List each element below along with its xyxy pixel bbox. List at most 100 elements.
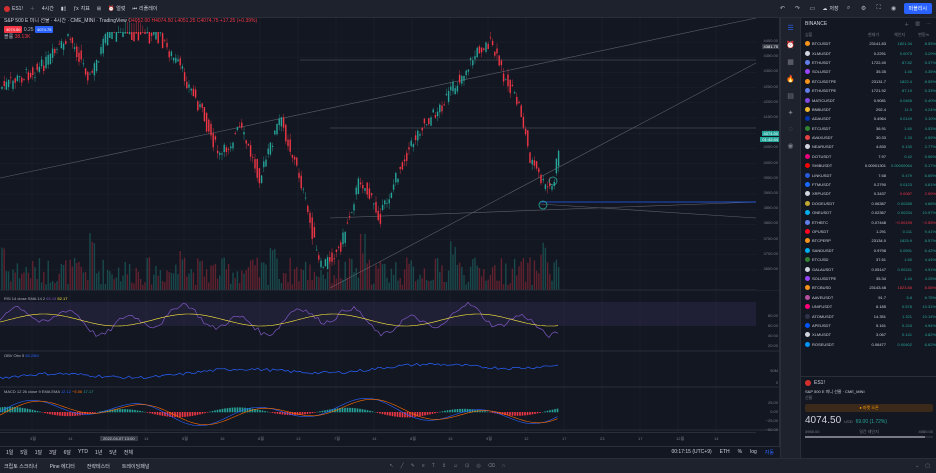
col-last[interactable]: 현재가 <box>867 31 879 37</box>
chart-area[interactable]: S&P 500 E 미니 선물 · 4시간 · CME_MINI · Tradi… <box>0 18 780 446</box>
watchlist-row[interactable]: BNBUSDT 292.4 11.9 4.24% <box>801 105 936 114</box>
range-button[interactable]: 1년 <box>94 450 103 456</box>
watchlist-row[interactable]: BTCUSDTPE 23131.7 1822.4 8.55% <box>801 77 936 86</box>
watchlist-icon[interactable]: ☰ <box>787 25 794 32</box>
redo-icon[interactable]: ↷ <box>794 6 800 12</box>
watchlist-row[interactable]: ROSEUSDT 0.06477 0.00402 6.62% <box>801 340 936 349</box>
layout-icon[interactable]: ▥ <box>915 20 920 27</box>
panel-tab[interactable]: 크립토 스크리너 <box>4 463 38 470</box>
watchlist-row[interactable]: BTCPERP 23134.0 1825.9 8.57% <box>801 236 936 245</box>
currency-toggle[interactable]: ETH <box>719 449 730 455</box>
range-button[interactable]: YTD <box>77 449 88 455</box>
watchlist-row[interactable]: LINKUSDT 7.68 0.479 6.65% <box>801 170 936 179</box>
calendar-icon[interactable]: ▤ <box>787 93 794 100</box>
text-icon[interactable]: T <box>431 463 435 469</box>
save-button[interactable]: ☁ 저장 <box>822 5 838 13</box>
watchlist-row[interactable]: ETHUSDTPE 1721.92 87.19 5.33% <box>801 86 936 95</box>
price-axis[interactable]: 4400.00 4350.00 4300.00 4250.00 4200.00 4150.… <box>756 18 779 290</box>
watchlist-row[interactable]: MATICUSDT 0.9081 0.0465 5.40% <box>801 95 936 104</box>
gear-icon[interactable]: ⚙ <box>860 6 867 12</box>
watchlist-row[interactable]: GALAUSDT 0.05147 0.00241 4.91% <box>801 264 936 273</box>
range-button[interactable]: 3달 <box>49 450 57 456</box>
replay-button[interactable]: ⏮ 리플레이 <box>132 5 157 13</box>
auto-toggle[interactable]: 자동 <box>764 450 774 456</box>
publish-button[interactable]: 퍼블리시 <box>903 3 932 14</box>
watchlist-row[interactable]: ADAUSDT 0.4964 0.0149 3.10% <box>801 114 936 123</box>
layout-icon[interactable]: ▭ <box>809 6 816 12</box>
watchlist-row[interactable]: SANDUSDT 0.9798 0.0591 6.42% <box>801 246 936 255</box>
alerts-icon[interactable]: ⏰ <box>786 42 795 49</box>
layout-button[interactable]: ⊞ <box>97 6 101 12</box>
range-button[interactable]: 1일 <box>6 450 14 456</box>
brush-icon[interactable]: ✎ <box>410 463 415 469</box>
measure-icon[interactable]: ⇕ <box>441 463 447 469</box>
col-symbol[interactable]: 심볼 <box>805 31 813 37</box>
watchlist-row[interactable]: SOLUSDTPE 35.34 1.44 4.25% <box>801 274 936 283</box>
col-change[interactable]: 체인지 <box>893 31 905 37</box>
panel-tab[interactable]: Pine 에디터 <box>49 463 75 470</box>
chart-type-button[interactable]: ▮▯ <box>61 6 67 12</box>
watchlist-row[interactable]: DOGEUSDT 0.06387 0.00285 4.68% <box>801 199 936 208</box>
data-window-icon[interactable]: ▦ <box>787 59 794 66</box>
clock-label[interactable]: 00:17:15 (UTC+9) <box>671 449 712 455</box>
cursor-icon[interactable]: ↖ <box>389 463 394 469</box>
watchlist-title[interactable]: BINANCE <box>805 21 828 27</box>
watchlist-row[interactable]: ETHBTC 0.07448 −0.00195 −2.55% <box>801 217 936 226</box>
watchlist-row[interactable]: ETHUSDT 1722.40 87.82 5.37% <box>801 58 936 67</box>
trend-line[interactable] <box>539 203 757 219</box>
fullscreen-icon[interactable]: ⛶ <box>876 5 881 11</box>
interval-selector[interactable]: 4시간 <box>42 5 54 12</box>
search-icon[interactable]: ⌕ <box>846 5 851 11</box>
indicators-button[interactable]: ƒx 지표 <box>73 5 89 13</box>
magnet-icon[interactable]: ∩ <box>501 463 506 469</box>
watchlist-row[interactable]: OPUSDT 1.291 0.111 9.41% <box>801 227 936 236</box>
watchlist-row[interactable]: XLMUSDT 0.2291 0.0073 3.29% <box>801 48 936 57</box>
range-button[interactable]: 1달 <box>34 450 43 456</box>
alert-button[interactable]: ⏰ 얼럿 <box>108 5 125 13</box>
trend-lines[interactable] <box>0 18 757 289</box>
watchlist-row[interactable]: ONEUSDT 0.02367 0.00234 10.97% <box>801 208 936 217</box>
range-button[interactable]: 전체 <box>123 450 133 456</box>
ideas-icon[interactable]: ✦ <box>787 110 794 117</box>
symbol-search[interactable]: ES1! <box>4 5 23 12</box>
trendline-icon[interactable]: ╱ <box>400 463 404 469</box>
sell-price-box[interactable]: 4074.50 <box>4 26 23 33</box>
watchlist-row[interactable]: AVAXUSDT 30.33 1.33 4.59% <box>801 133 936 142</box>
maximize-icon[interactable]: ▢ <box>925 463 930 469</box>
log-toggle[interactable]: log <box>750 449 757 455</box>
add-symbol-icon[interactable]: ＋ <box>904 21 910 28</box>
watchlist-row[interactable]: SHIBUSDT 0.00001301 0.00000064 5.17% <box>801 161 936 170</box>
time-axis[interactable]: 3월144월145월156월137월148월159월1217231712월14 … <box>0 432 756 446</box>
trash-icon[interactable]: ⌫ <box>487 463 495 469</box>
watchlist-row[interactable]: NEARUSDT 4.830 0.130 2.77% <box>801 142 936 151</box>
buy-price-box[interactable]: 4074.75 <box>34 26 54 33</box>
panel-tab[interactable]: 전략테스터 <box>86 463 110 470</box>
watchlist-row[interactable]: BTCUSDT 23141.83 1821.34 8.55% <box>801 39 936 48</box>
range-button[interactable]: 5일 <box>20 450 28 456</box>
camera-icon[interactable]: ◉ <box>890 6 897 12</box>
pane-separators[interactable] <box>0 289 780 431</box>
watchlist-row[interactable]: FTMUSDT 0.2790 0.0123 4.61% <box>801 180 936 189</box>
eye-icon[interactable]: ◎ <box>476 463 481 469</box>
trend-line[interactable] <box>329 201 757 219</box>
chat-icon[interactable]: ◌ <box>788 126 793 133</box>
watchlist-row[interactable]: ETCUSDT 36.91 1.60 4.53% <box>801 124 936 133</box>
percent-toggle[interactable]: % <box>737 449 743 455</box>
watchlist-row[interactable]: ATOMUSDT 14.351 1.321 10.14% <box>801 311 936 320</box>
panel-tab[interactable]: 트레이딩패널 <box>121 463 150 470</box>
collapse-icon[interactable]: ⌄ <box>915 463 920 469</box>
trend-line[interactable] <box>0 18 757 179</box>
more-icon[interactable]: ⋯ <box>926 20 931 27</box>
marker-circle[interactable] <box>548 176 558 186</box>
chart-canvas[interactable] <box>0 18 780 446</box>
col-change-pct[interactable]: 변동% <box>918 31 929 37</box>
market-status-button[interactable]: ● 마켓 오픈 <box>805 404 933 412</box>
notification-icon[interactable]: ◉ <box>787 143 794 150</box>
lock-icon[interactable]: ⊡ <box>465 463 470 469</box>
watchlist-row[interactable]: DOTUSDT 7.97 0.42 5.56% <box>801 152 936 161</box>
watchlist-row[interactable]: SOLUSDT 35.35 1.46 4.35% <box>801 67 936 76</box>
watchlist-row[interactable]: BTCBUSD 23143.48 1823.88 8.55% <box>801 283 936 292</box>
watchlist-row[interactable]: ETCUSD 37.61 1.60 4.44% <box>801 255 936 264</box>
watchlist-row[interactable]: UNIFUSDT 6.185 0.578 10.31% <box>801 302 936 311</box>
marker-circle[interactable] <box>538 200 548 210</box>
